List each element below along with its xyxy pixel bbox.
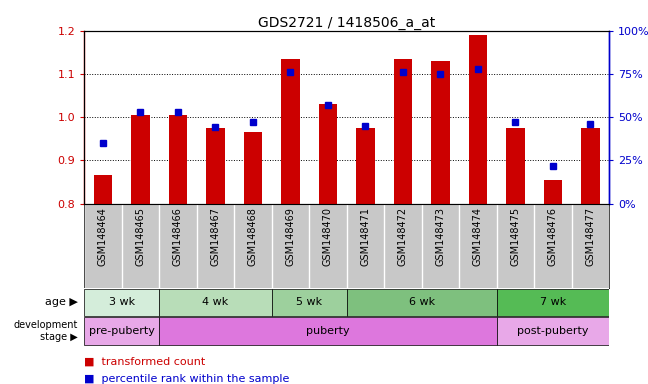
Bar [496,289,609,316]
Bar [206,128,225,204]
Text: GSM148474: GSM148474 [473,207,483,266]
Text: GSM148473: GSM148473 [435,207,445,266]
Text: puberty: puberty [306,326,350,336]
Bar [393,59,412,204]
Text: GSM148469: GSM148469 [285,207,295,266]
Bar [319,104,338,204]
Text: ■  transformed count: ■ transformed count [84,357,205,367]
Bar [93,175,112,204]
Text: GSM148471: GSM148471 [360,207,371,266]
Bar [356,128,375,204]
Text: GSM148477: GSM148477 [585,207,596,266]
Title: GDS2721 / 1418506_a_at: GDS2721 / 1418506_a_at [258,16,435,30]
Text: GSM148472: GSM148472 [398,207,408,266]
Bar [506,128,525,204]
Text: GSM148470: GSM148470 [323,207,333,266]
Bar [244,132,262,204]
Bar [131,115,150,204]
Bar [544,180,562,204]
Text: GSM148467: GSM148467 [211,207,220,266]
Text: GSM148476: GSM148476 [548,207,558,266]
Bar [159,317,496,345]
Text: GSM148468: GSM148468 [248,207,258,266]
Text: ■  percentile rank within the sample: ■ percentile rank within the sample [84,374,290,384]
Text: GSM148464: GSM148464 [98,207,108,266]
Bar [347,289,496,316]
Bar [281,59,300,204]
Bar [431,61,450,204]
Text: 6 wk: 6 wk [409,297,435,308]
Text: 3 wk: 3 wk [109,297,135,308]
Text: GSM148475: GSM148475 [511,207,520,266]
Text: development
stage ▶: development stage ▶ [14,320,78,342]
Bar [84,289,159,316]
Bar [272,289,347,316]
Bar [84,317,159,345]
Text: pre-puberty: pre-puberty [89,326,155,336]
Text: GSM148465: GSM148465 [135,207,146,266]
Text: GSM148466: GSM148466 [173,207,183,266]
Text: post-puberty: post-puberty [517,326,588,336]
Bar [496,317,609,345]
Text: 4 wk: 4 wk [202,297,229,308]
Bar [581,128,600,204]
Bar [159,289,272,316]
Bar [168,115,187,204]
Text: 5 wk: 5 wk [296,297,322,308]
Bar [469,35,487,204]
Text: age ▶: age ▶ [45,297,78,308]
Text: 7 wk: 7 wk [540,297,566,308]
